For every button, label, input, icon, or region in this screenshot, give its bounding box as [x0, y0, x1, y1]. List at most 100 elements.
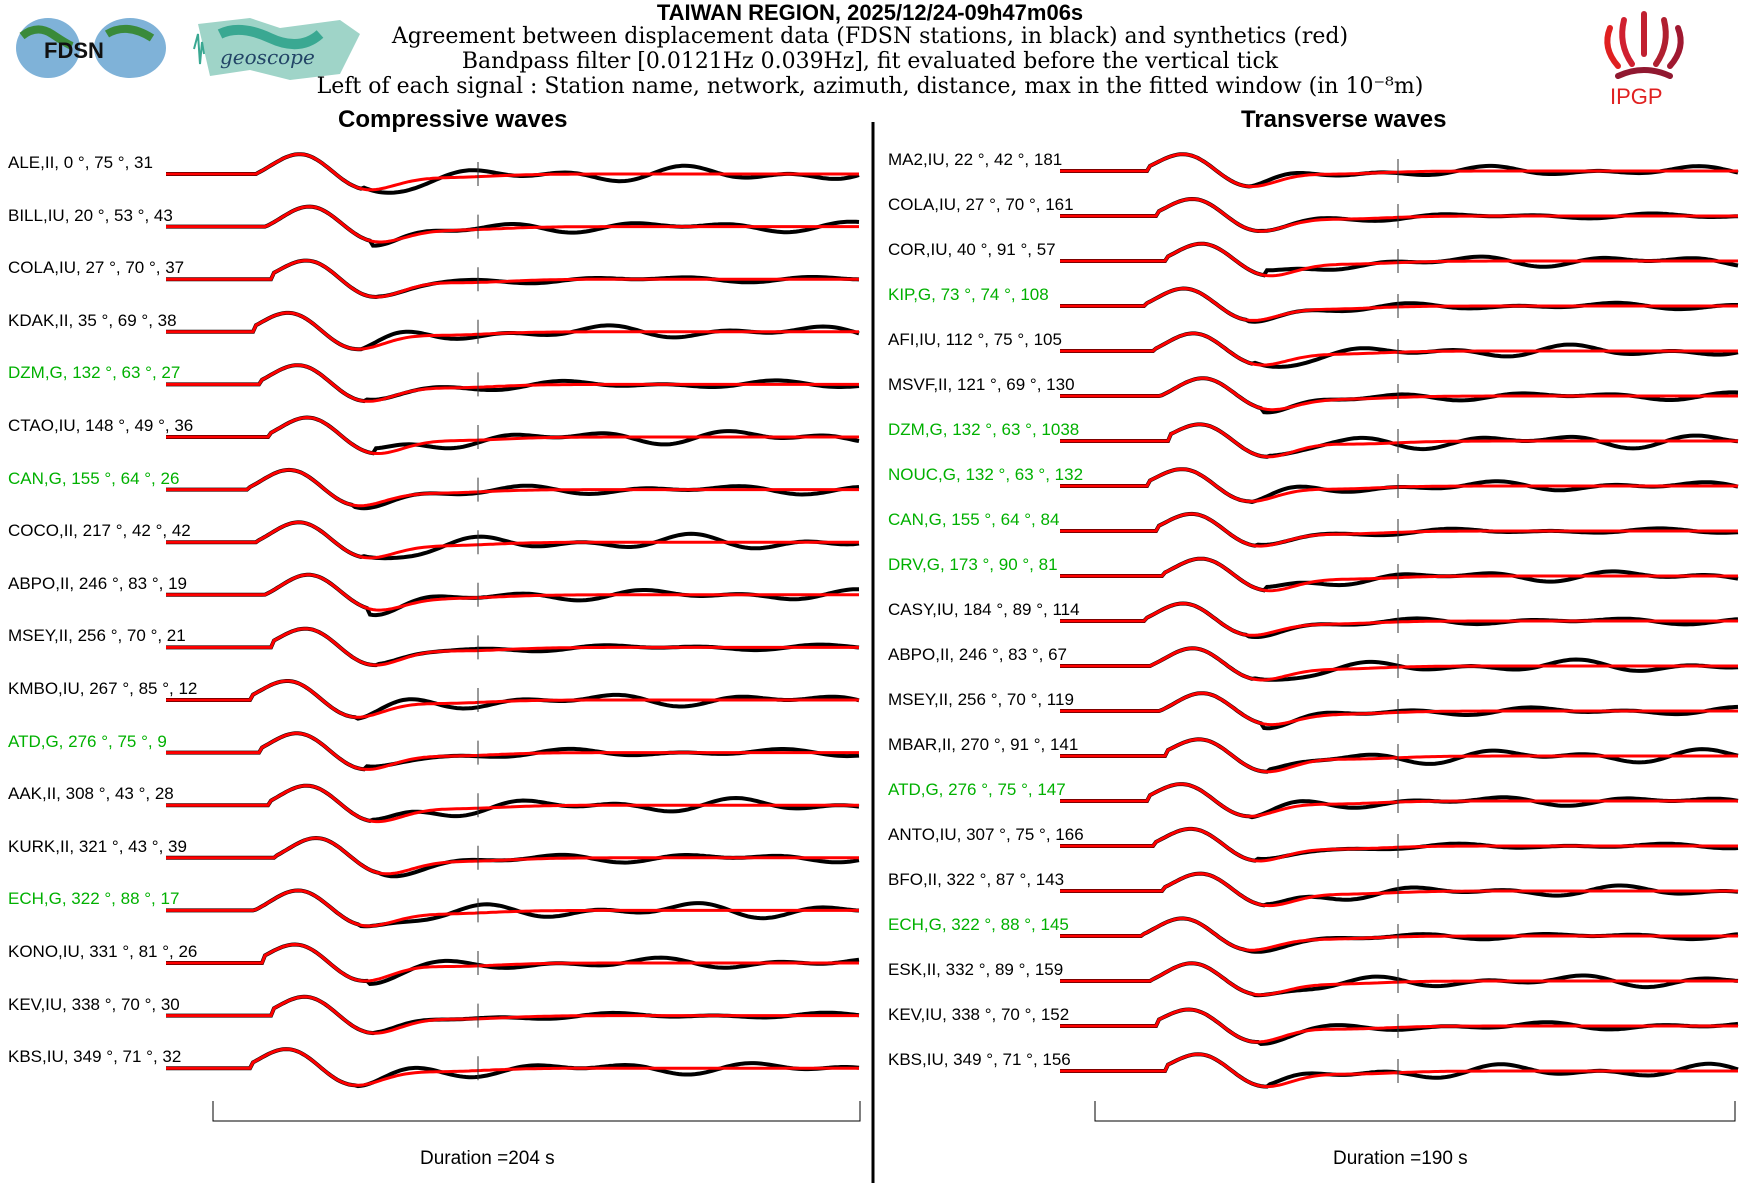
- svg-text:IPGP: IPGP: [1610, 84, 1663, 108]
- synthetic-trace: [166, 520, 859, 560]
- station-label: KONO,IU, 331 °, 81 °, 26: [8, 942, 198, 961]
- station-label: BILL,IU, 20 °, 53 °, 43: [8, 205, 173, 225]
- station-label: KBS,IU, 349 °, 71 °, 156: [888, 1050, 1071, 1069]
- station-label: DRV,G, 173 °, 90 °, 81: [888, 555, 1058, 574]
- station-label: COR,IU, 40 °, 91 °, 57: [888, 240, 1056, 259]
- station-label: ABPO,II, 246 °, 83 °, 19: [8, 573, 187, 593]
- synthetic-trace: [166, 888, 859, 928]
- ipgp-logo: IPGP: [1598, 8, 1693, 109]
- synthetic-trace: [1060, 1052, 1738, 1089]
- data-trace: [1060, 241, 1739, 278]
- synthetic-trace: [166, 836, 859, 876]
- transverse-panel-title: Transverse waves: [1241, 106, 1447, 133]
- subtitle-filter: Bandpass filter [0.0121Hz 0.039Hz], fit …: [461, 49, 1279, 74]
- svg-text:FDSN: FDSN: [44, 38, 104, 63]
- subtitle-legend: Left of each signal : Station name, netw…: [316, 74, 1424, 99]
- svg-text:geoscope: geoscope: [220, 45, 315, 69]
- synthetic-trace: [1060, 422, 1738, 459]
- station-label: KURK,II, 321 °, 43 °, 39: [8, 836, 187, 856]
- synthetic-trace: [166, 259, 859, 299]
- subtitle-agreement: Agreement between displacement data (FDS…: [391, 24, 1349, 49]
- station-label: ABPO,II, 246 °, 83 °, 67: [888, 645, 1067, 664]
- station-label: NOUC,G, 132 °, 63 °, 132: [888, 465, 1084, 484]
- synthetic-trace: [1060, 376, 1738, 412]
- station-label: KEV,IU, 338 °, 70 °, 152: [888, 1005, 1070, 1024]
- synthetic-trace: [166, 573, 859, 612]
- station-label: AAK,II, 308 °, 43 °, 28: [8, 784, 174, 804]
- synthetic-trace: [1060, 916, 1738, 952]
- fdsn-logo: FDSN: [12, 16, 170, 80]
- compressive-duration-label: Duration =204 s: [420, 1148, 555, 1169]
- synthetic-trace: [166, 731, 859, 771]
- station-label: ATD,G, 276 °, 75 °, 9: [8, 731, 167, 751]
- synthetic-trace: [166, 311, 859, 351]
- station-label: COLA,IU, 27 °, 70 °, 161: [888, 195, 1074, 214]
- synthetic-trace: [166, 1047, 859, 1087]
- station-label: MA2,IU, 22 °, 42 °, 181: [888, 150, 1063, 169]
- synthetic-trace: [166, 784, 859, 824]
- station-label: CTAO,IU, 148 °, 49 °, 36: [8, 416, 194, 435]
- synthetic-trace: [166, 468, 859, 508]
- station-label: CASY,IU, 184 °, 89 °, 114: [888, 600, 1080, 619]
- station-label: ANTO,IU, 307 °, 75 °, 166: [888, 825, 1084, 844]
- synthetic-trace: [1060, 467, 1738, 503]
- compressive-panel-title: Compressive waves: [338, 106, 568, 133]
- synthetic-trace: [1060, 512, 1738, 548]
- station-label: MBAR,II, 270 °, 91 °, 141: [888, 735, 1079, 754]
- synthetic-trace: [1060, 331, 1738, 367]
- duration-scale-bar: [1094, 1101, 1736, 1122]
- station-label: ESK,II, 332 °, 89 °, 159: [888, 960, 1064, 979]
- synthetic-trace: [1060, 557, 1738, 593]
- synthetic-trace: [1060, 782, 1738, 818]
- station-label: AFI,IU, 112 °, 75 °, 105: [888, 330, 1062, 349]
- station-label: COCO,II, 217 °, 42 °, 42: [8, 521, 191, 541]
- figure-title: TAIWAN REGION, 2025/12/24-09h47m06s: [656, 0, 1084, 25]
- synthetic-trace: [1060, 827, 1738, 863]
- synthetic-trace: [1060, 872, 1738, 908]
- station-label: KBS,IU, 349 °, 71 °, 32: [8, 1047, 182, 1067]
- station-label: KEV,IU, 338 °, 70 °, 30: [8, 994, 180, 1014]
- synthetic-trace: [1060, 961, 1738, 997]
- data-trace: [166, 520, 860, 561]
- station-label: BFO,II, 322 °, 87 °, 143: [888, 870, 1065, 889]
- synthetic-trace: [166, 942, 859, 983]
- synthetic-trace: [166, 205, 859, 244]
- synthetic-trace: [166, 995, 859, 1035]
- station-label: KDAK,II, 35 °, 69 °, 38: [8, 310, 177, 330]
- station-label: DZM,G, 132 °, 63 °, 1038: [888, 420, 1080, 439]
- geoscope-logo: geoscope: [190, 14, 365, 84]
- synthetic-trace: [1060, 197, 1738, 233]
- synthetic-trace: [1060, 646, 1738, 682]
- station-label: ATD,G, 276 °, 75 °, 147: [888, 780, 1066, 799]
- transverse-duration-label: Duration =190 s: [1333, 1148, 1468, 1169]
- synthetic-trace: [166, 415, 859, 455]
- station-label: ALE,II, 0 °, 75 °, 31: [8, 153, 153, 172]
- synthetic-trace: [1060, 152, 1738, 188]
- synthetic-trace: [166, 152, 859, 192]
- data-trace: [166, 888, 860, 929]
- synthetic-trace: [1060, 601, 1738, 637]
- station-label: COLA,IU, 27 °, 70 °, 37: [8, 258, 185, 278]
- data-trace: [1060, 961, 1739, 998]
- synthetic-trace: [166, 679, 859, 719]
- duration-scale-bar: [212, 1101, 861, 1122]
- synthetic-trace: [166, 627, 859, 667]
- station-label: KMBO,IU, 267 °, 85 °, 12: [8, 679, 198, 698]
- station-label: ECH,G, 322 °, 88 °, 145: [888, 915, 1069, 934]
- synthetic-trace: [1060, 286, 1738, 322]
- station-label: MSEY,II, 256 °, 70 °, 21: [8, 626, 186, 646]
- synthetic-trace: [1060, 737, 1738, 774]
- station-label: DZM,G, 132 °, 63 °, 27: [8, 363, 181, 383]
- station-label: CAN,G, 155 °, 64 °, 26: [8, 468, 180, 488]
- station-label: KIP,G, 73 °, 74 °, 108: [888, 285, 1049, 304]
- station-label: CAN,G, 155 °, 64 °, 84: [888, 510, 1060, 529]
- data-trace: [1060, 646, 1739, 682]
- station-label: MSEY,II, 256 °, 70 °, 119: [888, 690, 1074, 709]
- synthetic-trace: [1060, 691, 1738, 727]
- station-label: MSVF,II, 121 °, 69 °, 130: [888, 375, 1075, 394]
- synthetic-trace: [166, 363, 859, 403]
- synthetic-trace: [1060, 242, 1738, 278]
- station-label: ECH,G, 322 °, 88 °, 17: [8, 889, 180, 909]
- synthetic-trace: [1060, 1007, 1738, 1044]
